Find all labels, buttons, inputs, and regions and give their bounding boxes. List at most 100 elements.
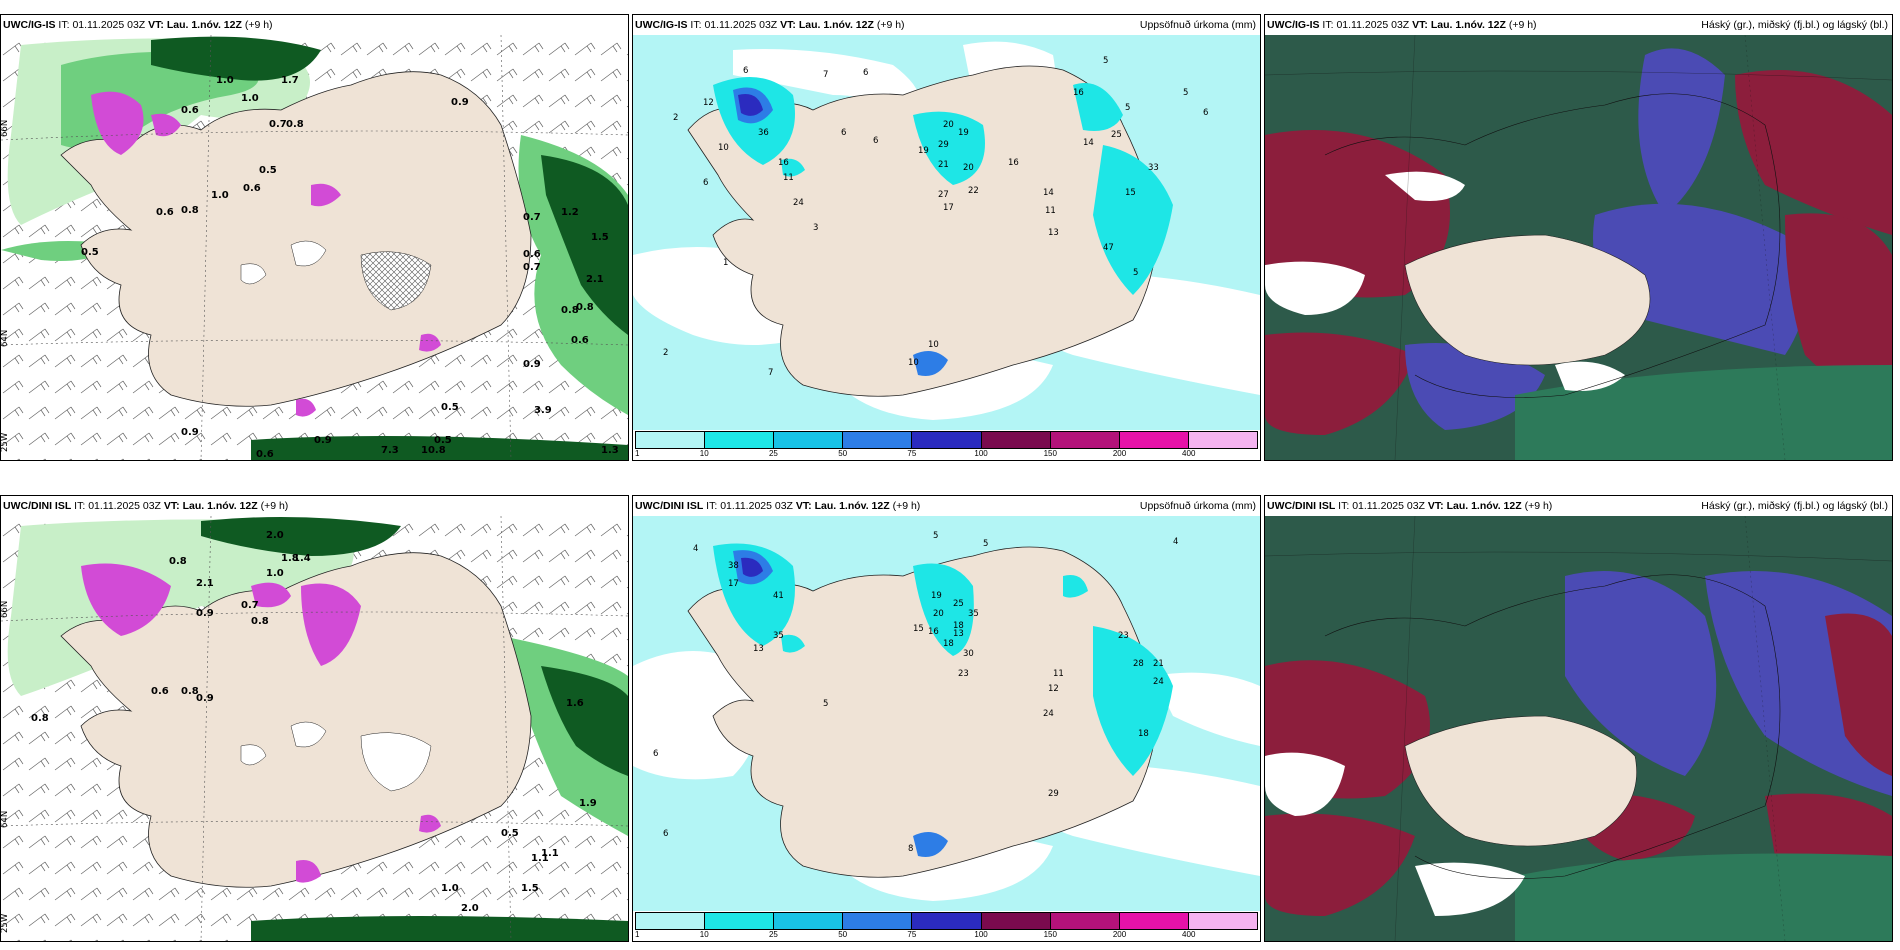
value-label: 10	[928, 340, 939, 350]
colorbar-ticks: 1 10 25 50 75 100 150 200 400	[635, 449, 1258, 459]
colorbar-tick: 25	[768, 930, 778, 939]
colorbar-tick: 10	[699, 449, 709, 458]
lat-label: 66N	[1, 601, 10, 618]
it-label: IT:	[1322, 19, 1334, 31]
colorbar-swatch	[981, 913, 1051, 929]
it-value: 01.11.2025 03Z	[72, 19, 146, 31]
value-label: 1	[723, 258, 728, 268]
value-label: 11	[1045, 206, 1056, 216]
colorbar-tick: 100	[974, 930, 988, 939]
colorbar-swatch	[774, 432, 844, 448]
value-label: 18	[1138, 729, 1149, 739]
cloud-map	[1265, 516, 1892, 941]
value-label: 0.6	[151, 686, 169, 697]
colorbar-ticks: 1 10 25 50 75 100 150 200 400	[635, 930, 1258, 940]
map-area	[1265, 35, 1892, 460]
value-label: 5	[1103, 56, 1108, 66]
wind-map: 66N 64N 25W 1.0 1.7 1.0 0.9 0.6 0.5 0.7 …	[1, 35, 628, 460]
value-label: 1.1	[531, 853, 549, 864]
colorbar-swatch	[981, 432, 1051, 448]
wind-map: 66N 64N 25W 2.0 1.4 0.8 0.9 1.0 0.7 0.8 …	[1, 516, 628, 941]
value-label: 1.3	[601, 445, 619, 456]
lat-label: 64N	[1, 811, 10, 828]
colorbar-swatch	[1188, 913, 1257, 929]
value-label: 1.7	[281, 75, 299, 86]
value-label: 0.5	[501, 828, 519, 839]
panel-ig-clouds: UWC/IG-IS IT: 01.11.2025 03Z VT: Lau. 1.…	[1264, 14, 1893, 461]
value-label: 30	[963, 649, 974, 659]
value-label: 33	[1148, 163, 1159, 173]
value-label: 14	[1043, 188, 1054, 198]
value-label: 0.6	[523, 249, 541, 260]
value-label: 10	[718, 143, 729, 153]
vt-value: Lau. 1.nóv. 12Z	[182, 500, 258, 512]
panel-title: Háský (gr.), miðský (fj.bl.) og lágský (…	[1701, 19, 1888, 31]
value-label: 1.6	[566, 698, 584, 709]
value-label: 7	[768, 368, 773, 378]
panel-ig-precip: UWC/IG-IS IT: 01.11.2025 03Z VT: Lau. 1.…	[632, 14, 1261, 461]
value-label: 5	[1183, 88, 1188, 98]
value-label: 20	[943, 120, 954, 130]
it-label: IT:	[74, 500, 86, 512]
value-label: 29	[1048, 789, 1059, 799]
value-label: 1.0	[441, 883, 459, 894]
colorbar-tick: 75	[907, 930, 917, 939]
value-label: 1.5	[521, 883, 539, 894]
value-label: 16	[1073, 88, 1084, 98]
colorbar-swatch	[912, 432, 982, 448]
value-label: 24	[1043, 709, 1054, 719]
value-label: 10.8	[421, 445, 446, 456]
value-label: 23	[958, 669, 969, 679]
colorbar-tick: 1	[635, 930, 640, 939]
lead-time: (+9 h)	[1524, 500, 1553, 512]
value-label: 7	[823, 70, 828, 80]
colorbar-tick: 10	[699, 930, 709, 939]
panel-header: UWC/DINI ISL IT: 01.11.2025 03Z VT: Lau.…	[1, 496, 628, 516]
it-label: IT:	[58, 19, 70, 31]
value-label: 11	[1053, 669, 1064, 679]
value-label: 0.7	[269, 119, 287, 130]
value-label: 15	[1125, 188, 1136, 198]
value-label: 6	[743, 66, 748, 76]
colorbar-swatch	[1188, 432, 1257, 448]
colorbar-tick: 400	[1182, 930, 1196, 939]
value-label: 2	[663, 348, 668, 358]
colorbar-tick: 200	[1112, 930, 1127, 939]
value-label: 25	[1111, 130, 1122, 140]
model-name: UWC/IG-IS	[1267, 19, 1320, 31]
map-area: 4 5 5 4 6 13 17 38 41 35 13 19 20 18 25 …	[633, 516, 1260, 941]
lon-label: 25W	[1, 432, 10, 452]
value-label: 0.8	[181, 205, 199, 216]
colorbar-swatch	[636, 913, 706, 929]
value-label: 18	[953, 621, 964, 631]
value-label: 1.0	[211, 190, 229, 201]
value-label: 15	[913, 624, 924, 634]
panel-header: UWC/IG-IS IT: 01.11.2025 03Z VT: Lau. 1.…	[1265, 15, 1892, 35]
value-label: 0.8	[576, 302, 594, 313]
cloud-map	[1265, 35, 1892, 460]
map-area: 66N 64N 25W 1.0 1.7 1.0 0.9 0.6 0.5 0.7 …	[1, 35, 628, 460]
value-label: 0.8	[286, 119, 304, 130]
value-label: 19	[918, 146, 929, 156]
value-label: 18	[943, 639, 954, 649]
value-label: 3.9	[534, 405, 552, 416]
value-label: 6	[1203, 108, 1208, 118]
lead-time: (+9 h)	[892, 500, 921, 512]
it-label: IT:	[706, 500, 718, 512]
value-label: 1.8	[281, 553, 299, 564]
value-label: 11	[783, 173, 794, 183]
value-label: 16	[778, 158, 789, 168]
lead-time: (+9 h)	[1508, 19, 1537, 31]
colorbar-swatch	[1050, 913, 1120, 929]
value-label: 19	[958, 128, 969, 138]
value-label: 0.8	[31, 713, 49, 724]
value-label: 13	[1048, 228, 1059, 238]
value-label: 24	[1153, 677, 1164, 687]
panel-dini-wind: UWC/DINI ISL IT: 01.11.2025 03Z VT: Lau.…	[0, 495, 629, 942]
panel-title: Háský (gr.), miðský (fj.bl.) og lágský (…	[1701, 500, 1888, 512]
it-value: 01.11.2025 03Z	[88, 500, 161, 512]
value-label: 24	[793, 198, 804, 208]
model-name: UWC/DINI ISL	[635, 500, 704, 512]
value-label: 35	[968, 609, 979, 619]
panel-dini-precip: UWC/DINI ISL IT: 01.11.2025 03Z VT: Lau.…	[632, 495, 1261, 942]
